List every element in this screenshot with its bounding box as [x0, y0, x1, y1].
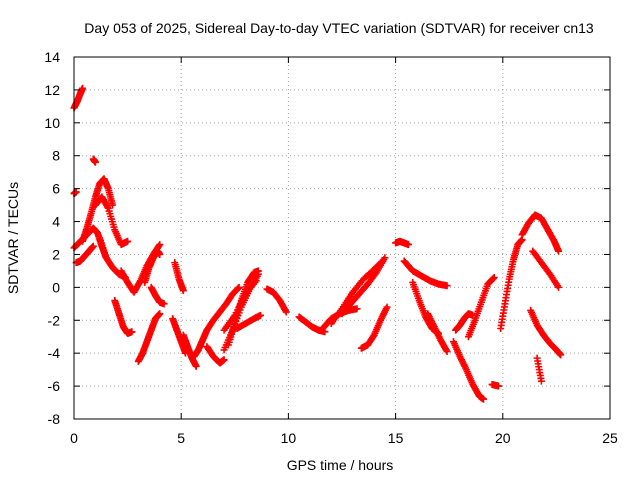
x-axis-ticks: 0 5 10 15 20 25	[70, 57, 618, 446]
x-tick-label: 25	[602, 430, 618, 446]
data-point	[155, 242, 163, 250]
series-arc-40	[533, 354, 545, 385]
series-arc-01	[70, 84, 87, 112]
data-point	[442, 346, 450, 354]
x-tick-label: 0	[70, 430, 78, 446]
series-arc-02	[70, 188, 80, 198]
y-tick-label: 8	[52, 148, 60, 164]
data-point	[192, 362, 200, 370]
y-tick-label: -4	[48, 345, 61, 361]
series-arc-22	[220, 277, 260, 334]
data-point	[381, 254, 389, 262]
data-point	[156, 241, 164, 249]
data-point	[383, 303, 391, 311]
series-arc-36	[464, 273, 498, 341]
series-arc-17	[190, 326, 211, 360]
series-arc-35	[452, 310, 477, 334]
series-arc-38	[497, 236, 526, 332]
data-point	[282, 308, 290, 316]
data-point	[353, 305, 361, 313]
y-tick-label: -2	[48, 312, 61, 328]
series-arc-07	[91, 193, 132, 249]
y-tick-label: 4	[52, 214, 60, 230]
x-tick-label: 20	[495, 430, 511, 446]
series-arc-29	[357, 303, 391, 352]
data-point	[443, 348, 451, 356]
data-point	[252, 277, 260, 285]
data-point	[156, 310, 164, 318]
data-point	[490, 273, 498, 281]
x-axis-label: GPS time / hours	[287, 457, 394, 473]
x-tick-label: 5	[177, 430, 185, 446]
data-point	[128, 328, 136, 336]
series-arc-30	[392, 237, 412, 249]
data-point	[89, 242, 97, 250]
data-point	[179, 287, 187, 295]
data-point	[555, 247, 563, 255]
grid-lines	[74, 57, 610, 419]
data-point	[124, 237, 132, 245]
series-arc-09	[111, 297, 136, 337]
data-point	[156, 250, 164, 258]
x-tick-label: 10	[281, 430, 297, 446]
series-arc-41	[527, 306, 565, 359]
data-points	[70, 84, 565, 403]
series-arc-39	[518, 211, 563, 255]
data-point	[220, 356, 228, 364]
data-point	[495, 382, 503, 390]
data-point	[557, 351, 565, 359]
y-tick-label: 6	[52, 181, 60, 197]
series-arc-05	[89, 155, 99, 166]
data-point	[555, 283, 563, 291]
data-point	[537, 377, 545, 385]
series-arc-11	[134, 310, 164, 365]
series-arc-42	[529, 247, 563, 291]
data-point	[480, 395, 488, 403]
series-arc-13	[147, 283, 168, 308]
series-arc-33	[424, 310, 451, 356]
series-arc-19	[203, 343, 228, 367]
series-arc-15	[171, 259, 187, 295]
y-tick-label: -8	[48, 411, 61, 427]
chart-title: Day 053 of 2025, Sidereal Day-to-day VTE…	[84, 20, 594, 36]
y-tick-label: 10	[44, 115, 60, 131]
data-point	[281, 307, 289, 315]
data-point	[257, 311, 265, 319]
y-tick-label: 12	[44, 82, 60, 98]
data-point	[404, 241, 412, 249]
y-axis-ticks: -8 -6 -4 -2 0 2 4 6 8 10 12 14	[44, 49, 610, 427]
series-arc-28	[338, 254, 389, 318]
y-tick-label: 14	[44, 49, 60, 65]
series-arc-37	[488, 380, 503, 390]
series-arc-18	[203, 283, 243, 334]
data-point	[235, 283, 243, 291]
data-point	[160, 300, 168, 308]
series-arc-27	[327, 257, 387, 328]
x-tick-label: 15	[388, 430, 404, 446]
series-arc-12	[141, 247, 164, 286]
data-point	[104, 203, 111, 211]
data-point	[91, 158, 99, 166]
series-arc-31	[400, 257, 451, 290]
series-arc-24	[263, 285, 290, 316]
data-point	[79, 84, 87, 92]
series-arc-06	[79, 175, 117, 245]
series-arc-34	[449, 338, 488, 403]
plot-frame	[73, 56, 611, 420]
y-tick-label: 0	[52, 279, 60, 295]
data-point	[234, 284, 242, 292]
y-axis-label: SDTVAR / TECUs	[5, 182, 21, 294]
y-tick-label: -6	[48, 378, 61, 394]
series-arc-23	[233, 311, 265, 332]
series-arc-16	[179, 331, 200, 370]
data-point	[489, 274, 497, 282]
y-tick-label: 2	[52, 246, 60, 262]
data-point	[109, 201, 117, 209]
data-point	[443, 282, 451, 290]
data-point	[254, 267, 262, 275]
series-arc-04	[72, 242, 97, 267]
